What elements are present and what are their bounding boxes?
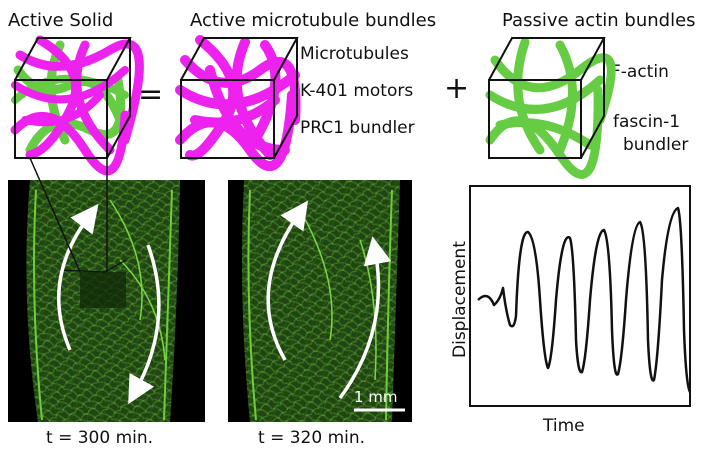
displacement-curve (477, 206, 692, 393)
displacement-plot (469, 185, 692, 407)
fascin-label: fascin-1 (613, 112, 681, 132)
zoom-guide-lines (29, 150, 108, 273)
scale-bar-label: 1 mm (354, 388, 398, 406)
bundler-label: bundler (623, 135, 689, 155)
k401-motors-label: K-401 motors (300, 81, 414, 101)
prc1-bundler-label: PRC1 bundler (300, 118, 415, 138)
micrograph-left (8, 180, 205, 422)
time-label-left: t = 300 min. (46, 428, 154, 448)
active-solid-cube (10, 35, 144, 176)
active-solid-title: Active Solid (8, 10, 114, 31)
actin-bundles-title: Passive actin bundles (502, 10, 696, 31)
plus-sign: + (444, 71, 470, 106)
micrograph-right (228, 180, 412, 422)
time-label-right: t = 320 min. (258, 428, 366, 448)
actin-cube (485, 37, 616, 179)
microtubule-cube (175, 35, 301, 172)
plot-x-label: Time (543, 416, 585, 436)
f-actin-label: F-actin (611, 62, 669, 82)
microtubule-bundles-title: Active microtubule bundles (190, 10, 437, 31)
microtubules-label: Microtubules (300, 44, 409, 64)
